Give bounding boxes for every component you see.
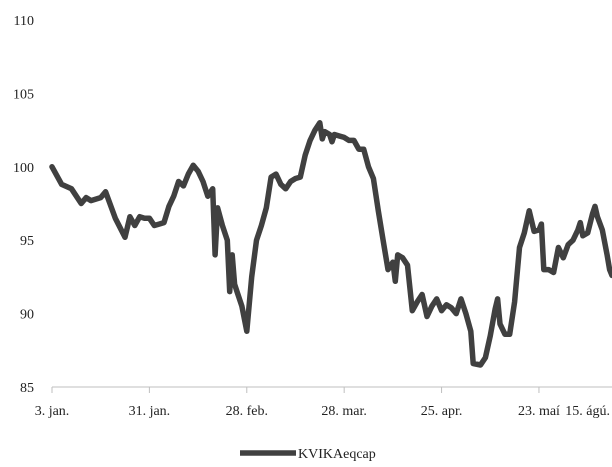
y-tick-label: 110 [14,14,34,29]
x-tick-label: 23. maí [518,404,560,419]
x-tick-label: 15. ágú. [565,404,610,419]
series-line-kvikaeqcap [49,120,612,368]
x-axis-tick-labels: 3. jan. 31. jan. 28. feb. 28. mar. 25. apr. 2… [35,404,610,419]
y-tick-label: 100 [13,161,34,176]
x-tick-label: 28. feb. [226,404,268,419]
y-tick-label: 95 [20,234,34,249]
x-tick-label: 28. mar. [321,404,367,419]
y-tick-label: 105 [13,87,34,102]
y-axis-tick-labels: 85 90 95 100 105 110 [13,14,34,396]
x-tick-label: 31. jan. [129,404,171,419]
legend-label: KVIKAeqcap [298,447,376,462]
x-axis-tick-marks [51,387,540,393]
legend: KVIKAeqcap [240,447,376,462]
x-tick-label: 3. jan. [35,404,70,419]
y-tick-label: 85 [20,381,34,396]
y-tick-label: 90 [20,308,34,323]
x-tick-label: 25. apr. [421,404,463,419]
